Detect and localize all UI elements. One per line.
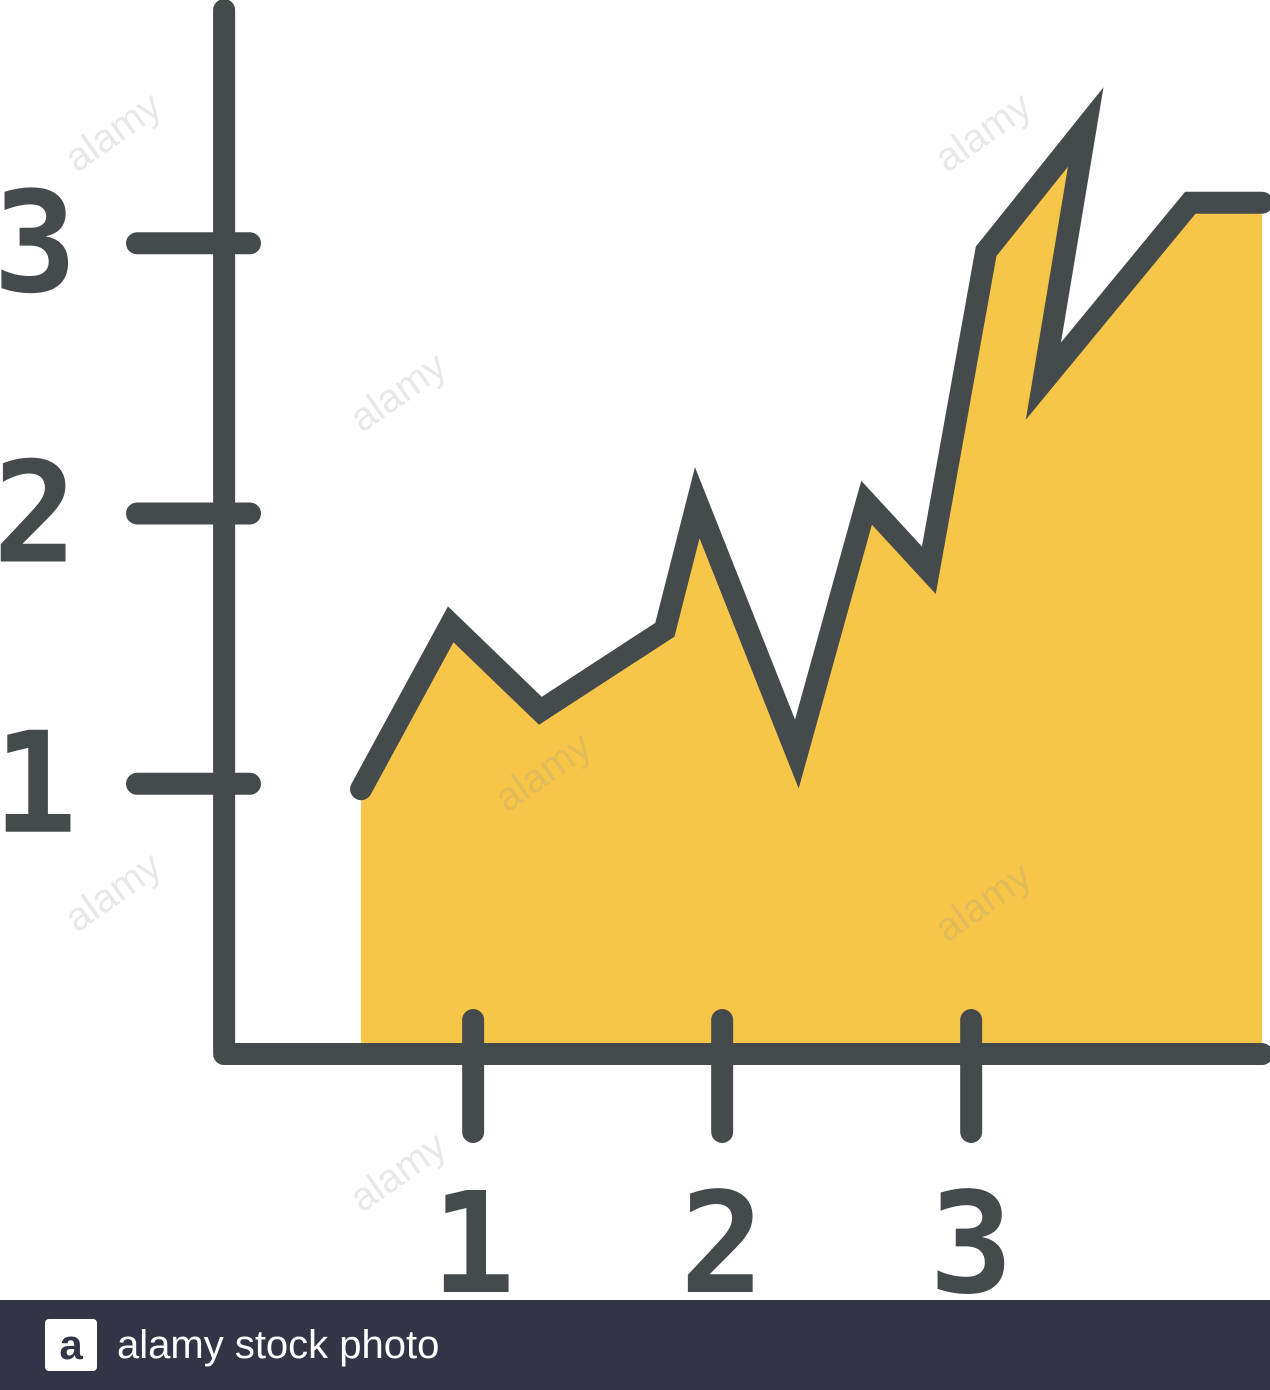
series-line <box>350 87 1270 801</box>
area-chart: 1 2 3 1 2 3 <box>0 0 1270 1300</box>
axes-line <box>213 0 1270 1066</box>
footer-text: alamy stock photo <box>117 1322 440 1367</box>
x-tick-label: 2 <box>680 1163 764 1300</box>
alamy-logo-icon: a <box>45 1319 97 1371</box>
x-tick-label: 3 <box>929 1163 1013 1300</box>
y-tick-label: 1 <box>0 703 77 866</box>
stock-photo-footer: a alamy stock photo <box>0 1300 1270 1390</box>
x-tick-label: 1 <box>431 1163 515 1300</box>
y-tick-label: 2 <box>0 433 77 596</box>
y-tick-label: 3 <box>0 162 77 325</box>
chart-svg: 1 2 3 1 2 3 <box>0 0 1270 1300</box>
